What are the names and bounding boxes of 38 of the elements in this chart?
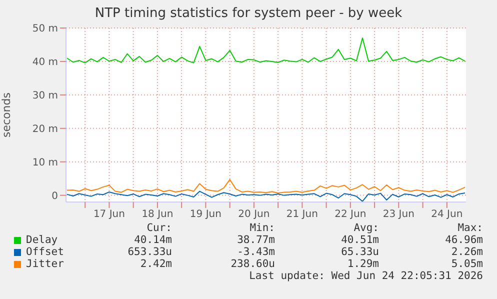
text: -3.43m: [236, 246, 275, 258]
y-tick-label: 30 m: [32, 90, 58, 102]
text: 65.33u: [340, 246, 379, 258]
y-axis-title: seconds: [0, 92, 13, 138]
x-tick-label: 23 Jun: [382, 209, 414, 220]
y-tick-label: 0: [52, 190, 58, 202]
y-tick-label: 40 m: [32, 57, 58, 68]
text: 46.96m: [444, 234, 483, 246]
line-series: [66, 38, 466, 64]
text: Cur:: [146, 222, 172, 234]
text: Min:: [248, 222, 275, 234]
text: 38.77m: [236, 234, 275, 246]
legend-label: Offset: [26, 246, 64, 258]
text: 5.05m: [450, 258, 483, 270]
legend-label: Delay: [26, 234, 58, 246]
chart-title: NTP timing statistics for system peer - by week: [94, 6, 404, 21]
text: 2.42m: [139, 258, 172, 270]
text: 2.26m: [450, 246, 483, 258]
y-tick-label: 10 m: [32, 157, 58, 168]
text: 40.14m: [133, 234, 172, 246]
x-tick-label: 17 Jun: [93, 209, 125, 220]
x-tick-label: 22 Jun: [334, 209, 366, 220]
text: Max:: [456, 222, 483, 234]
text: 40.51m: [340, 234, 379, 246]
line-series: [66, 179, 466, 194]
text: 1.29m: [346, 258, 379, 270]
x-tick-label: 24 Jun: [431, 209, 463, 220]
x-tick-label: 18 Jun: [142, 209, 174, 220]
text: Avg:: [352, 222, 379, 234]
x-tick-label: 19 Jun: [190, 209, 222, 220]
x-tick-label: 20 Jun: [238, 209, 270, 220]
legend-label: Jitter: [26, 258, 64, 270]
y-tick-label: 20 m: [32, 124, 58, 135]
text: Last update: Wed Jun 24 22:05:31 2026: [248, 270, 483, 282]
x-tick-label: 21 Jun: [286, 209, 318, 220]
text: 653.33u: [126, 246, 172, 258]
text: 238.60u: [230, 258, 275, 270]
y-tick-label: 50 m: [32, 24, 58, 35]
